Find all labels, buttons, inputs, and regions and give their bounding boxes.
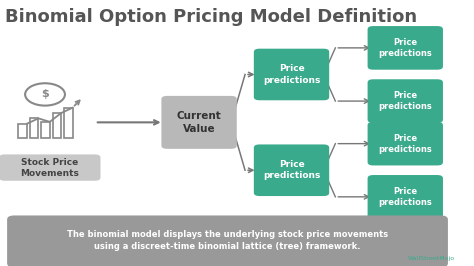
FancyBboxPatch shape — [368, 79, 443, 123]
Text: Binomial Option Pricing Model Definition: Binomial Option Pricing Model Definition — [5, 8, 417, 26]
FancyBboxPatch shape — [161, 96, 237, 149]
Text: Stock Price
Movements: Stock Price Movements — [20, 157, 79, 178]
FancyBboxPatch shape — [7, 215, 448, 266]
Text: Price
predictions: Price predictions — [378, 91, 432, 111]
Text: Price
predictions: Price predictions — [378, 134, 432, 154]
Text: $: $ — [41, 89, 49, 99]
FancyBboxPatch shape — [368, 26, 443, 70]
FancyBboxPatch shape — [368, 175, 443, 219]
FancyBboxPatch shape — [254, 49, 329, 100]
Text: Price
predictions: Price predictions — [378, 38, 432, 58]
FancyBboxPatch shape — [368, 122, 443, 165]
FancyBboxPatch shape — [254, 144, 329, 196]
Text: Current
Value: Current Value — [177, 111, 221, 134]
Text: WallStreetMojo: WallStreetMojo — [408, 256, 455, 261]
Text: Price
predictions: Price predictions — [378, 187, 432, 207]
Text: The binomial model displays the underlying stock price movements
using a discree: The binomial model displays the underlyi… — [67, 230, 388, 251]
FancyBboxPatch shape — [0, 154, 100, 181]
Text: Price
predictions: Price predictions — [263, 64, 320, 85]
Text: Price
predictions: Price predictions — [263, 160, 320, 180]
